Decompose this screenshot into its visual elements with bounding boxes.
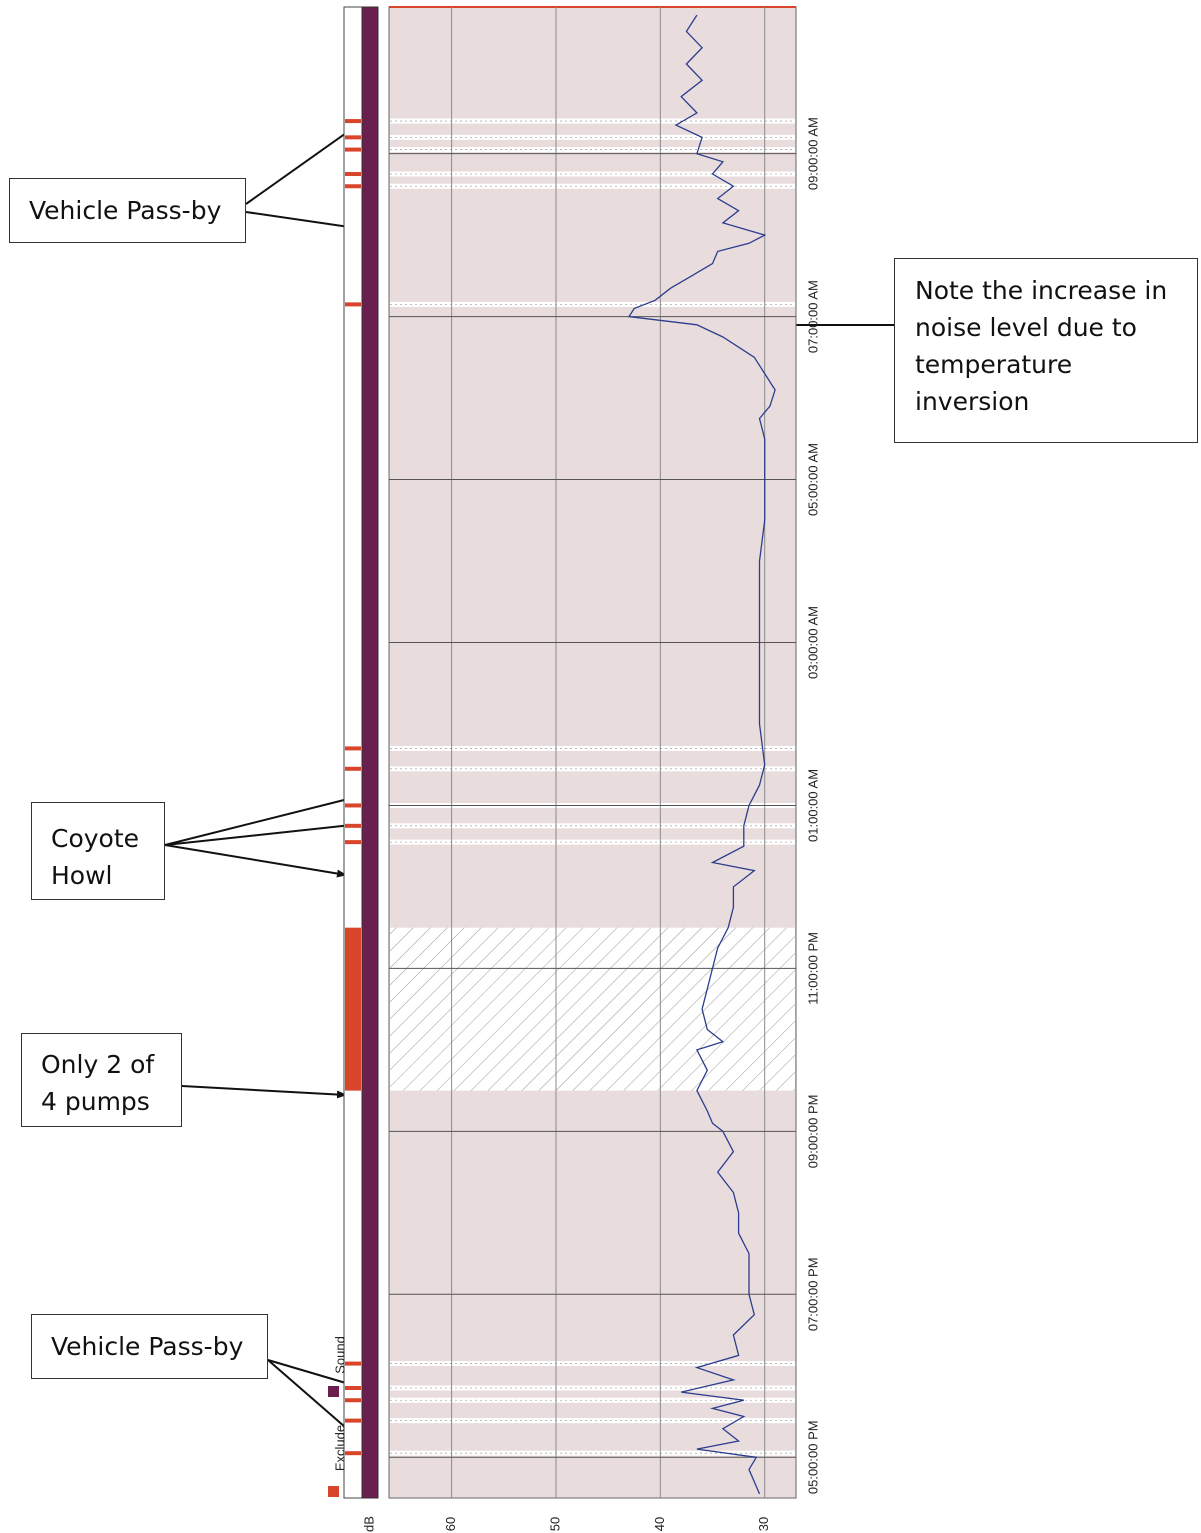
- time-tick-label-5: 03:00:00 AM: [805, 606, 820, 679]
- exclude-mark-12: [345, 172, 361, 177]
- exclude-strip: [343, 6, 363, 1499]
- exclusion-bar-6: [390, 823, 795, 829]
- exclude-mark-6: [345, 823, 361, 828]
- callout-arrow-0: [245, 125, 357, 205]
- exclusion-bar-2: [390, 1397, 795, 1403]
- time-tick-label-6: 05:00:00 AM: [805, 443, 820, 516]
- legend-swatch-exclude: [328, 1486, 339, 1497]
- series-line-0: [627, 14, 776, 1495]
- callout-coyote-line-1: Coyote: [51, 824, 140, 853]
- exclude-mark-14: [345, 135, 361, 140]
- db-tick-label-0: 60: [443, 1517, 458, 1531]
- callout-pumps-line-1: Only 2 of: [41, 1050, 155, 1079]
- time-tick-label-8: 09:00:00 AM: [805, 117, 820, 190]
- exclude-mark-7: [345, 803, 361, 808]
- time-tick-label-1: 07:00:00 PM: [805, 1257, 820, 1331]
- exclusion-bar-13: [390, 147, 795, 153]
- legend-swatch-sound: [328, 1386, 339, 1397]
- exclusion-bar-11: [390, 183, 795, 189]
- time-tick-label-2: 09:00:00 PM: [805, 1095, 820, 1169]
- callout-arrow-7: [267, 1359, 357, 1388]
- exclusion-bar-0: [390, 1450, 795, 1456]
- exclude-mark-11: [345, 184, 361, 189]
- callout-note-line-3: temperature: [915, 350, 1073, 379]
- exclude-mark-4: [345, 1361, 361, 1366]
- exclude-mark-0: [345, 1451, 361, 1456]
- callout-coyote-howl: Coyote Howl: [31, 802, 165, 900]
- exclude-mark-9: [345, 746, 361, 751]
- db-axis-label: dB: [361, 1516, 376, 1532]
- exclude-mark-10: [345, 302, 361, 307]
- callout-arrows: [164, 125, 894, 1441]
- callout-vehicle-bottom-text: Vehicle Pass-by: [51, 1332, 244, 1361]
- exclude-mark-3: [345, 1386, 361, 1391]
- callout-arrow-4: [164, 819, 371, 846]
- exclude-mark-15: [345, 119, 361, 124]
- callout-vehicle-bottom: Vehicle Pass-by: [31, 1314, 268, 1379]
- exclude-mark-8: [345, 766, 361, 771]
- time-tick-label-0: 05:00:00 PM: [805, 1420, 820, 1494]
- callout-note-line-4: inversion: [915, 387, 1030, 416]
- callout-arrow-5: [164, 844, 347, 878]
- exclude-mark-2: [345, 1398, 361, 1403]
- exclusion-bar-12: [390, 171, 795, 177]
- exclusion-bar-9: [390, 745, 795, 751]
- exclusion-bar-14: [390, 134, 795, 140]
- callout-pumps-line-2: 4 pumps: [41, 1087, 150, 1116]
- legend-label-sound: Sound: [332, 1336, 347, 1374]
- db-tick-label-1: 50: [547, 1517, 562, 1531]
- hatched-band-0: [390, 927, 795, 1091]
- db-tick-label-2: 40: [652, 1517, 667, 1531]
- exclusion-bar-8: [390, 766, 795, 772]
- callout-vehicle-top: Vehicle Pass-by: [9, 178, 246, 243]
- callout-arrow-1: [245, 211, 357, 231]
- callout-pumps: Only 2 of 4 pumps: [21, 1033, 182, 1127]
- db-tick-label-3: 30: [756, 1517, 771, 1531]
- callout-vehicle-top-text: Vehicle Pass-by: [29, 196, 222, 225]
- exclude-mark-5: [345, 840, 361, 845]
- plot-background: [388, 6, 797, 1499]
- legend-bar: Exclude Sound: [328, 6, 379, 1499]
- exclusion-bar-4: [390, 1361, 795, 1367]
- callout-arrow-6: [181, 1085, 347, 1099]
- exclusion-bar-10: [390, 301, 795, 307]
- sound-strip: [361, 6, 379, 1499]
- callout-arrow-3: [164, 795, 357, 846]
- exclude-mark-13: [345, 147, 361, 152]
- exclude-mark-1: [345, 1418, 361, 1423]
- callout-note-line-2: noise level due to: [915, 313, 1137, 342]
- legend-label-exclude: Exclude: [332, 1425, 347, 1471]
- callout-note-line-1: Note the increase in: [915, 276, 1168, 305]
- callout-temperature-inversion: Note the increase in noise level due to …: [894, 258, 1198, 443]
- exclusion-bar-1: [390, 1418, 795, 1424]
- axis-labels: 60 50 40 30 05:00:00 PM 07:00:00 PM 09:00:00 P…: [361, 117, 820, 1532]
- exclusion-bar-15: [390, 118, 795, 124]
- exclusion-bar-5: [390, 839, 795, 845]
- time-tick-label-7: 07:00:00 AM: [805, 280, 820, 353]
- exclusion-bar-3: [390, 1385, 795, 1391]
- plot-area: [388, 6, 797, 1499]
- time-tick-label-4: 01:00:00 AM: [805, 769, 820, 842]
- callout-coyote-line-2: Howl: [51, 861, 113, 890]
- time-tick-label-3: 11:00:00 PM: [805, 932, 820, 1005]
- exclude-band-0: [345, 927, 361, 1091]
